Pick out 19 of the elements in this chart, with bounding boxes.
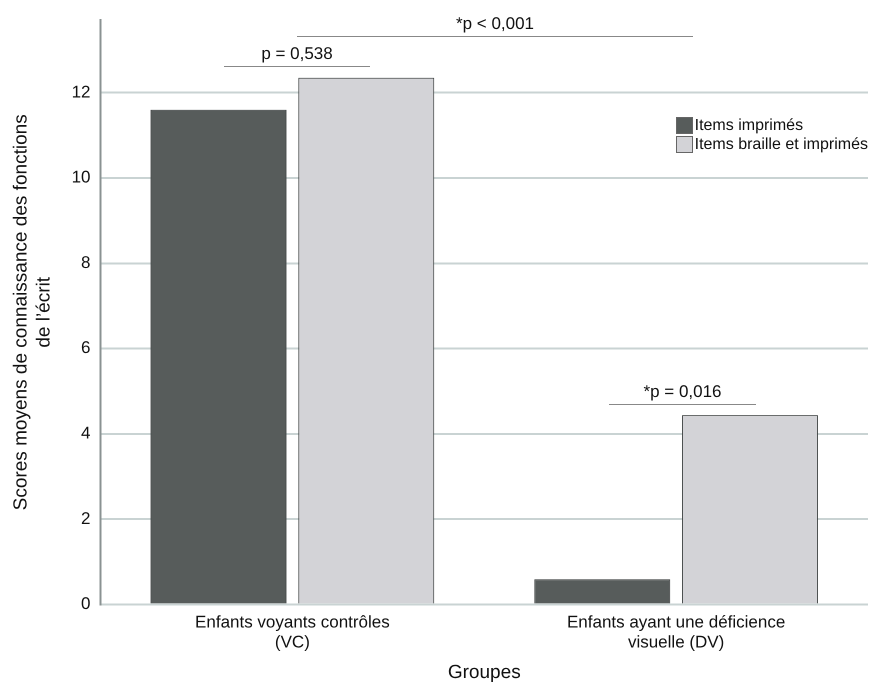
y-tick-label: 8 bbox=[81, 252, 91, 272]
significance-bracket: *p = 0,016 bbox=[609, 382, 756, 405]
legend-label: Items imprimés bbox=[694, 116, 804, 134]
y-tick-label: 4 bbox=[81, 424, 91, 443]
x-tick-label: Enfants voyants contrôles (VC) bbox=[195, 612, 390, 652]
y-tick-label: 0 bbox=[81, 594, 91, 614]
significance-bracket: *p < 0,001 bbox=[297, 14, 693, 37]
legend-label: Items braille et imprimés bbox=[694, 136, 868, 154]
y-tick-label: 10 bbox=[72, 168, 91, 187]
y-axis-title: Scores moyens de connaissance des fonctions de l’écrit bbox=[10, 114, 54, 510]
significance-bracket: p = 0,538 bbox=[224, 44, 370, 67]
annotation: *p < 0,001 bbox=[455, 14, 535, 34]
annotation: p = 0,538 bbox=[260, 44, 334, 64]
x-axis-title: Groupes bbox=[448, 662, 521, 683]
annotation: *p = 0,016 bbox=[642, 382, 722, 402]
y-tick-label: 12 bbox=[72, 82, 91, 102]
x-tick-label: Enfants ayant une déficience visuelle (DV) bbox=[566, 612, 786, 652]
y-tick-label: 6 bbox=[81, 338, 91, 358]
y-tick-label: 2 bbox=[81, 508, 91, 528]
